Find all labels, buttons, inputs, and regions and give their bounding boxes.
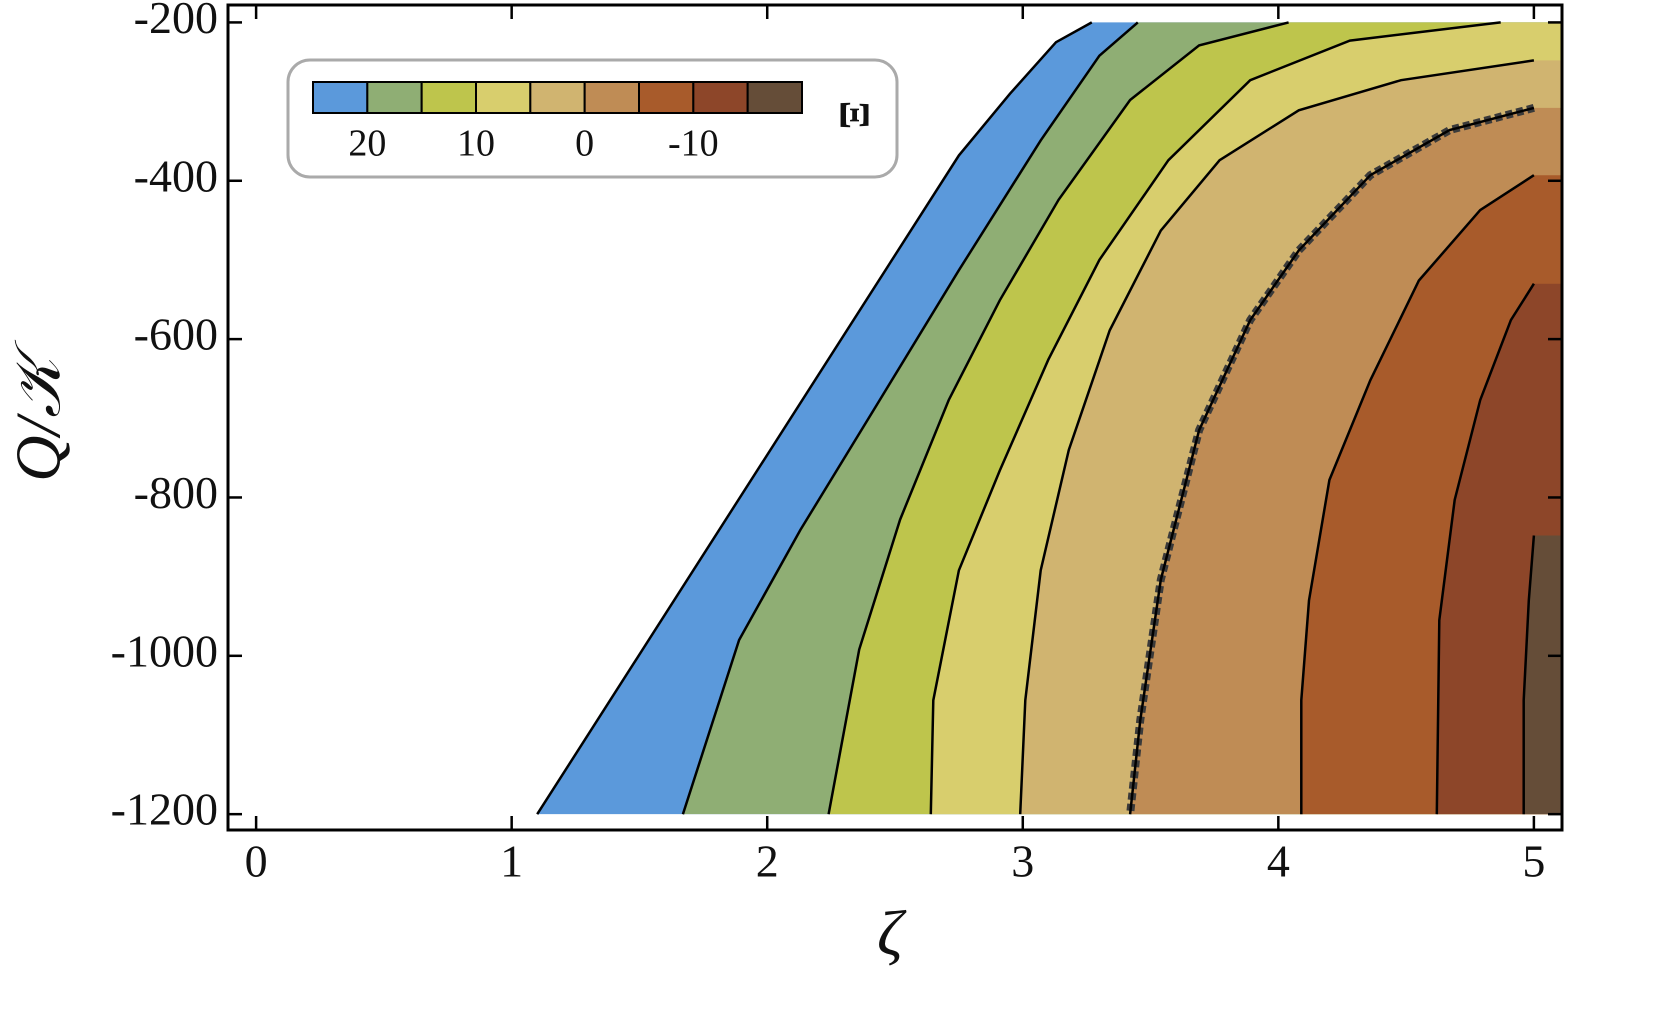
- x-tick-label: 3: [1011, 836, 1034, 887]
- colorbar-swatch: [638, 81, 695, 114]
- colorbar-swatch: [312, 81, 369, 114]
- y-tick-label: -200: [134, 0, 218, 43]
- contour-line: [1435, 283, 1535, 815]
- colorbar-tick-label: 0: [575, 123, 594, 165]
- x-axis-label: ζ: [877, 898, 907, 969]
- contour-line: [929, 21, 1501, 815]
- colorbar-tick-label: 20: [348, 123, 386, 165]
- y-tick-label: -1000: [111, 625, 218, 676]
- x-tick-label: 1: [500, 836, 523, 887]
- plot-frame: [226, 3, 1564, 832]
- y-tick-label: -800: [134, 467, 218, 518]
- contour-lines: [536, 21, 1536, 815]
- colorbar: 20 10 0 -10: [312, 81, 804, 165]
- contour-line: [827, 21, 1289, 815]
- contour-line: [681, 21, 1139, 815]
- colorbar-tick-label: -10: [668, 123, 719, 165]
- colorbar-swatch: [583, 81, 641, 114]
- colorbar-swatch: [475, 81, 532, 114]
- x-tick-label: 4: [1267, 836, 1290, 887]
- colorbar-swatch: [529, 81, 586, 114]
- contour-line: [1522, 535, 1536, 815]
- y-axis-label: Q/𝒦: [3, 339, 74, 482]
- colorbar-swatch: [366, 81, 423, 114]
- y-tick-label: -400: [134, 150, 218, 201]
- colorbar-swatch: [420, 81, 477, 114]
- contour-band: [1523, 535, 1562, 815]
- colorbar-tick-label: 10: [457, 123, 495, 165]
- contour-line: [1018, 59, 1535, 815]
- plot-area: [537, 22, 1562, 815]
- y-tick-label: -600: [134, 309, 218, 360]
- x-tick-label: 2: [756, 836, 779, 887]
- colorbar-swatch: [692, 81, 749, 114]
- x-tick-label: 0: [245, 836, 268, 887]
- x-tick-label: 5: [1522, 836, 1545, 887]
- contour-line: [536, 21, 1093, 815]
- contour-line: [1128, 106, 1535, 815]
- colorbar-label: Ξ: [830, 101, 876, 129]
- y-tick-label: -1200: [111, 784, 218, 835]
- colorbar-swatch: [746, 81, 804, 114]
- axes: 0 1 2 3 4 5 -1200 -1000 -800 -600 -400 -200: [111, 0, 1562, 887]
- contour-line: [1300, 174, 1535, 815]
